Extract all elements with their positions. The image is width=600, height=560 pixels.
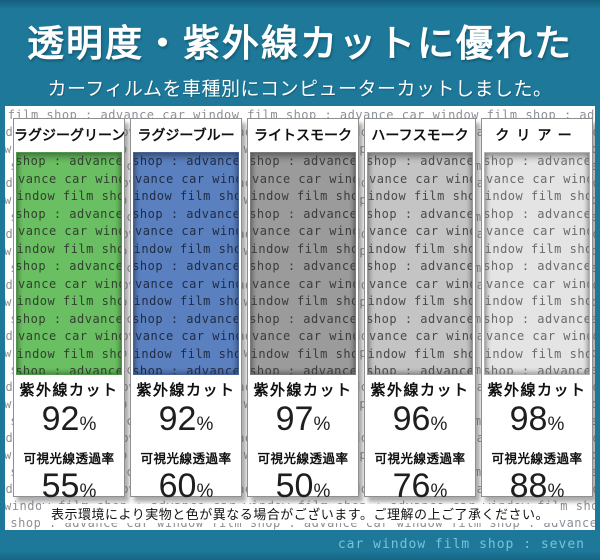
uv-cut-value: 96% xyxy=(365,401,475,443)
vlt-label: 可視光線透過率 xyxy=(140,452,232,466)
vlt-number: 88 xyxy=(509,467,548,505)
uv-cut-number: 92 xyxy=(41,400,80,438)
percent-sign: % xyxy=(79,414,97,435)
vlt-value: 50% xyxy=(248,468,358,510)
uv-cut-value: 97% xyxy=(248,401,358,443)
percent-sign: % xyxy=(79,481,97,502)
film-name: クリアー xyxy=(495,127,579,143)
disclaimer-row: 表示環境により実物と色が異なる場合がございます。ご理解の上ご了承ください。 xyxy=(5,504,595,524)
film-name: ライトスモーク xyxy=(254,127,352,143)
vlt-value: 60% xyxy=(131,468,241,510)
film-panel-row: ラグジーグリーン advance car window film shop : … xyxy=(13,118,593,504)
vlt-label: 可視光線透過率 xyxy=(374,452,466,466)
film-swatch: advance car window film shop : advance c… xyxy=(367,152,473,375)
film-name: ラグジーグリーン xyxy=(14,127,124,143)
comparison-sheet: advance car window film shop : advance c… xyxy=(5,106,595,530)
vlt-number: 55 xyxy=(41,467,80,505)
percent-sign: % xyxy=(313,481,331,502)
film-swatch: advance car window film shop : advance c… xyxy=(16,152,122,375)
uv-cut-label: 紫外線カット xyxy=(487,382,587,399)
percent-sign: % xyxy=(313,414,331,435)
percent-sign: % xyxy=(430,414,448,435)
uv-cut-value: 98% xyxy=(482,401,592,443)
color-disclaimer: 表示環境により実物と色が異なる場合がございます。ご理解の上ご了承ください。 xyxy=(41,504,559,523)
banner-header: 透明度・紫外線カットに優れた カーフィルムを車種別にコンピューターカットしました… xyxy=(0,0,600,106)
film-swatch: advance car window film shop : advance c… xyxy=(250,152,356,375)
film-swatch: advance car window film shop : advance c… xyxy=(133,152,239,375)
film-swatch: advance car window film shop : advance c… xyxy=(484,152,590,375)
uv-cut-value: 92% xyxy=(14,401,124,443)
banner-subtitle: カーフィルムを車種別にコンピューターカットしました。 xyxy=(47,79,553,100)
percent-sign: % xyxy=(430,481,448,502)
film-panel-light-smoke: ライトスモーク advance car window film shop : a… xyxy=(247,118,359,504)
shop-credit: car window film shop : seven xyxy=(337,537,585,552)
percent-sign: % xyxy=(547,481,565,502)
film-panel-luxy-green: ラグジーグリーン advance car window film shop : … xyxy=(13,118,125,504)
uv-cut-number: 98 xyxy=(509,400,548,438)
vlt-label: 可視光線透過率 xyxy=(257,452,349,466)
percent-sign: % xyxy=(196,481,214,502)
film-name: ハーフスモーク xyxy=(371,127,469,143)
uv-cut-number: 96 xyxy=(392,400,431,438)
uv-cut-number: 97 xyxy=(275,400,314,438)
uv-cut-label: 紫外線カット xyxy=(253,382,353,399)
percent-sign: % xyxy=(196,414,214,435)
vlt-number: 50 xyxy=(275,467,314,505)
percent-sign: % xyxy=(547,414,565,435)
film-panel-clear: クリアー advance car window film shop : adva… xyxy=(481,118,593,504)
vlt-number: 60 xyxy=(158,467,197,505)
vlt-value: 55% xyxy=(14,468,124,510)
vlt-value: 88% xyxy=(482,468,592,510)
film-panel-half-smoke: ハーフスモーク advance car window film shop : a… xyxy=(364,118,476,504)
uv-cut-label: 紫外線カット xyxy=(19,382,119,399)
vlt-value: 76% xyxy=(365,468,475,510)
uv-cut-label: 紫外線カット xyxy=(136,382,236,399)
banner-title: 透明度・紫外線カットに優れた xyxy=(27,23,573,64)
uv-cut-number: 92 xyxy=(158,400,197,438)
film-name: ラグジーブルー xyxy=(137,127,235,143)
vlt-label: 可視光線透過率 xyxy=(23,452,115,466)
vlt-label: 可視光線透過率 xyxy=(491,452,583,466)
uv-cut-value: 92% xyxy=(131,401,241,443)
vlt-number: 76 xyxy=(392,467,431,505)
uv-cut-label: 紫外線カット xyxy=(370,382,470,399)
film-panel-luxy-blue: ラグジーブルー advance car window film shop : a… xyxy=(130,118,242,504)
